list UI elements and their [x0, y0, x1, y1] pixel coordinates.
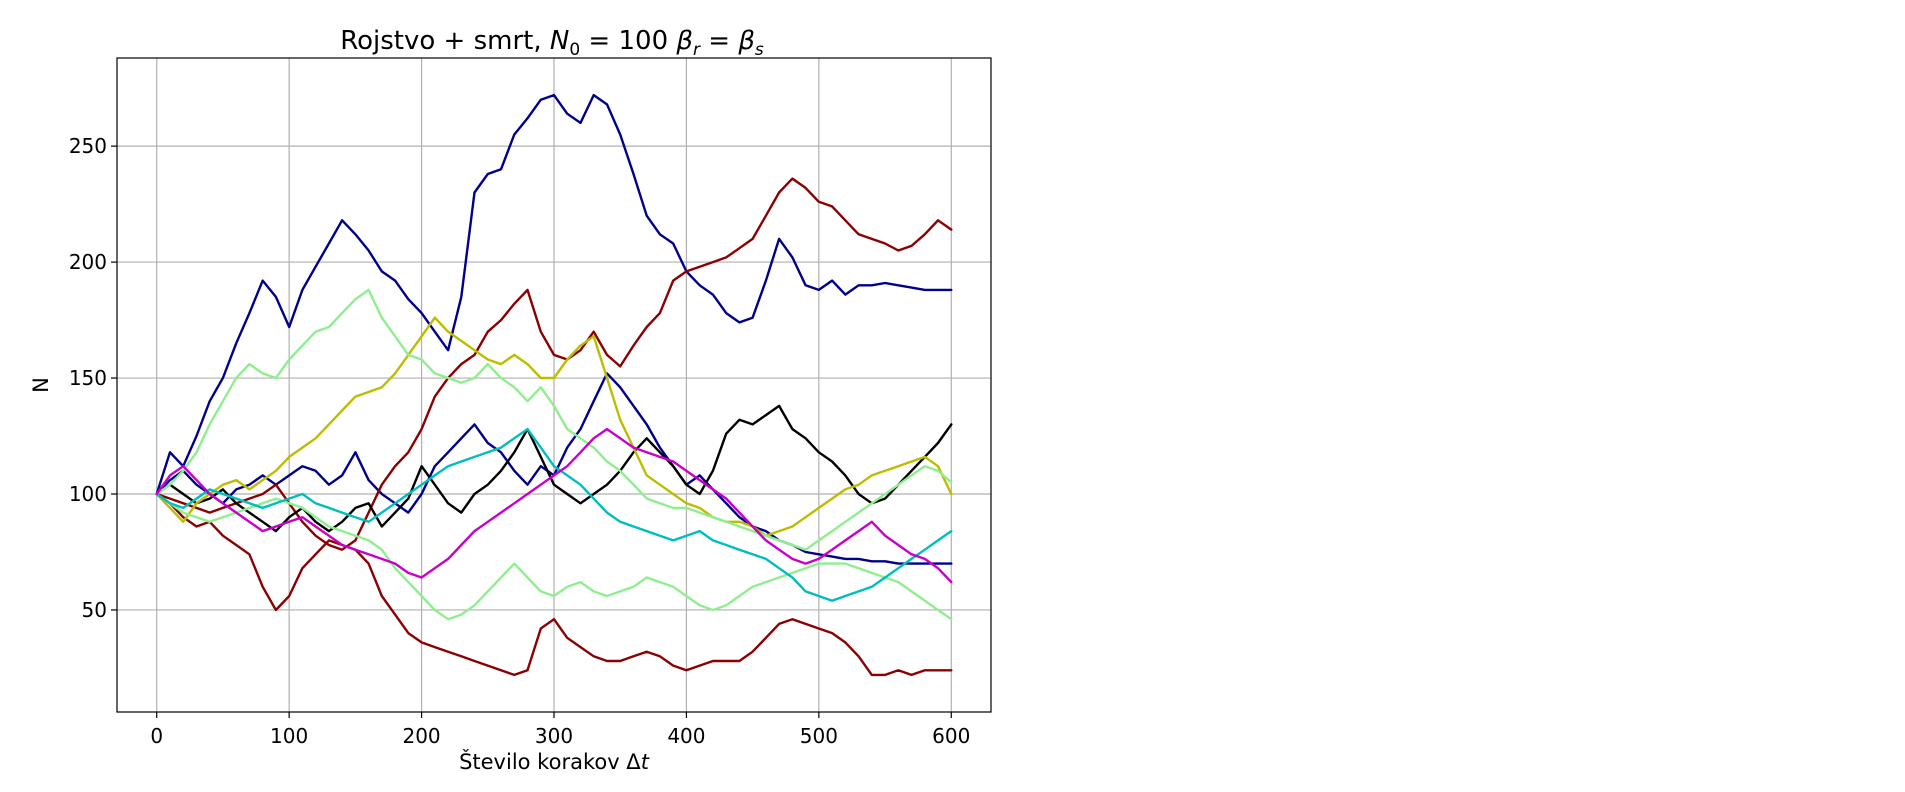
y-tick-label: 100	[69, 482, 107, 506]
y-tick-label: 50	[82, 598, 107, 622]
x-tick-label: 200	[402, 724, 440, 748]
x-tick-label: 600	[932, 724, 970, 748]
y-axis-label: N	[29, 377, 53, 393]
x-tick-label: 0	[150, 724, 163, 748]
x-tick-label: 300	[535, 724, 573, 748]
x-tick-label: 500	[800, 724, 838, 748]
series-line-10	[155, 427, 953, 584]
series-lines	[155, 93, 953, 677]
series-line-1	[155, 93, 953, 496]
series-line-8	[155, 492, 953, 621]
grid	[117, 58, 991, 712]
series-line-5	[155, 404, 953, 533]
series-line-7	[155, 288, 953, 551]
x-tick-label: 400	[667, 724, 705, 748]
tick-labels: 0 100 200 300 400 500 600 50 100 150 200 250	[69, 134, 971, 748]
chart-title: Rojstvo + smrt, N0 = 100 βr = βs	[340, 26, 764, 60]
x-tick-label: 100	[270, 724, 308, 748]
series-line-9	[155, 427, 953, 602]
x-axis-label: Število korakov Δt	[459, 749, 650, 774]
series-line-6	[155, 316, 953, 537]
y-tick-label: 250	[69, 134, 107, 158]
y-tick-label: 150	[69, 366, 107, 390]
series-line-3	[155, 492, 953, 677]
y-tick-label: 200	[69, 250, 107, 274]
